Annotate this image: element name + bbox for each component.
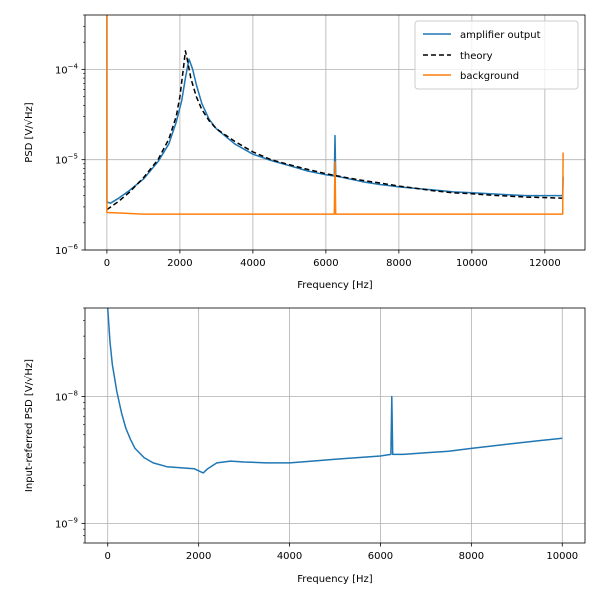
x-tick-label: 6000 [313, 258, 338, 269]
series-line-theory [106, 50, 564, 211]
plot-frame [84, 14, 586, 251]
x-tick-label: 12000 [529, 258, 561, 269]
y-tick-label: 10−6 [55, 243, 79, 257]
grid [85, 308, 585, 543]
y-tick-label: 10−4 [55, 62, 79, 76]
axes: 0 2000 4000 6000 8000 10000 10−9 10−8 [55, 307, 586, 562]
x-tick-label: 8000 [459, 551, 484, 562]
x-axis-label: Frequency [Hz] [297, 280, 373, 291]
x-tick-label: 6000 [368, 551, 393, 562]
x-tick-label: 0 [105, 551, 111, 562]
input-referred-psd-chart: 0 2000 4000 6000 8000 10000 10−9 10−8 Frequency… [24, 307, 586, 585]
y-axis-label: PSD [V/√Hz] [24, 102, 35, 163]
y-axis-label: Input-referred PSD [V/√Hz] [24, 359, 35, 492]
x-tick-label: 0 [104, 258, 110, 269]
x-tick-label: 10000 [546, 551, 578, 562]
series-line-background [106, 15, 564, 215]
plot-frame [84, 307, 586, 544]
x-tick-label: 2000 [167, 258, 192, 269]
series-line-amplifier-output [106, 15, 564, 204]
legend: amplifier output theory background [414, 20, 579, 90]
legend-label-theory: theory [460, 51, 493, 62]
series-group [106, 15, 564, 215]
axes: 0 2000 4000 6000 8000 10000 12000 10−6 10−5 10−4 [55, 14, 586, 269]
x-axis-label: Frequency [Hz] [297, 574, 373, 585]
legend-box [414, 20, 579, 90]
legend-label-amplifier-output: amplifier output [460, 30, 541, 41]
series-group [106, 307, 563, 474]
x-tick-label: 8000 [386, 258, 411, 269]
y-tick-label: 10−9 [55, 516, 78, 530]
x-tick-label: 2000 [186, 551, 211, 562]
plot-area [85, 308, 585, 543]
legend-label-background: background [460, 71, 519, 82]
y-tick-label: 10−8 [55, 390, 78, 404]
y-tick-label: 10−5 [55, 153, 78, 167]
x-tick-label: 10000 [456, 258, 488, 269]
x-tick-label: 4000 [277, 551, 302, 562]
psd-chart: 0 2000 4000 6000 8000 10000 1200010−610−510−4 … [24, 14, 586, 291]
x-tick-label: 4000 [240, 258, 265, 269]
series-line-input-referred [106, 307, 563, 474]
